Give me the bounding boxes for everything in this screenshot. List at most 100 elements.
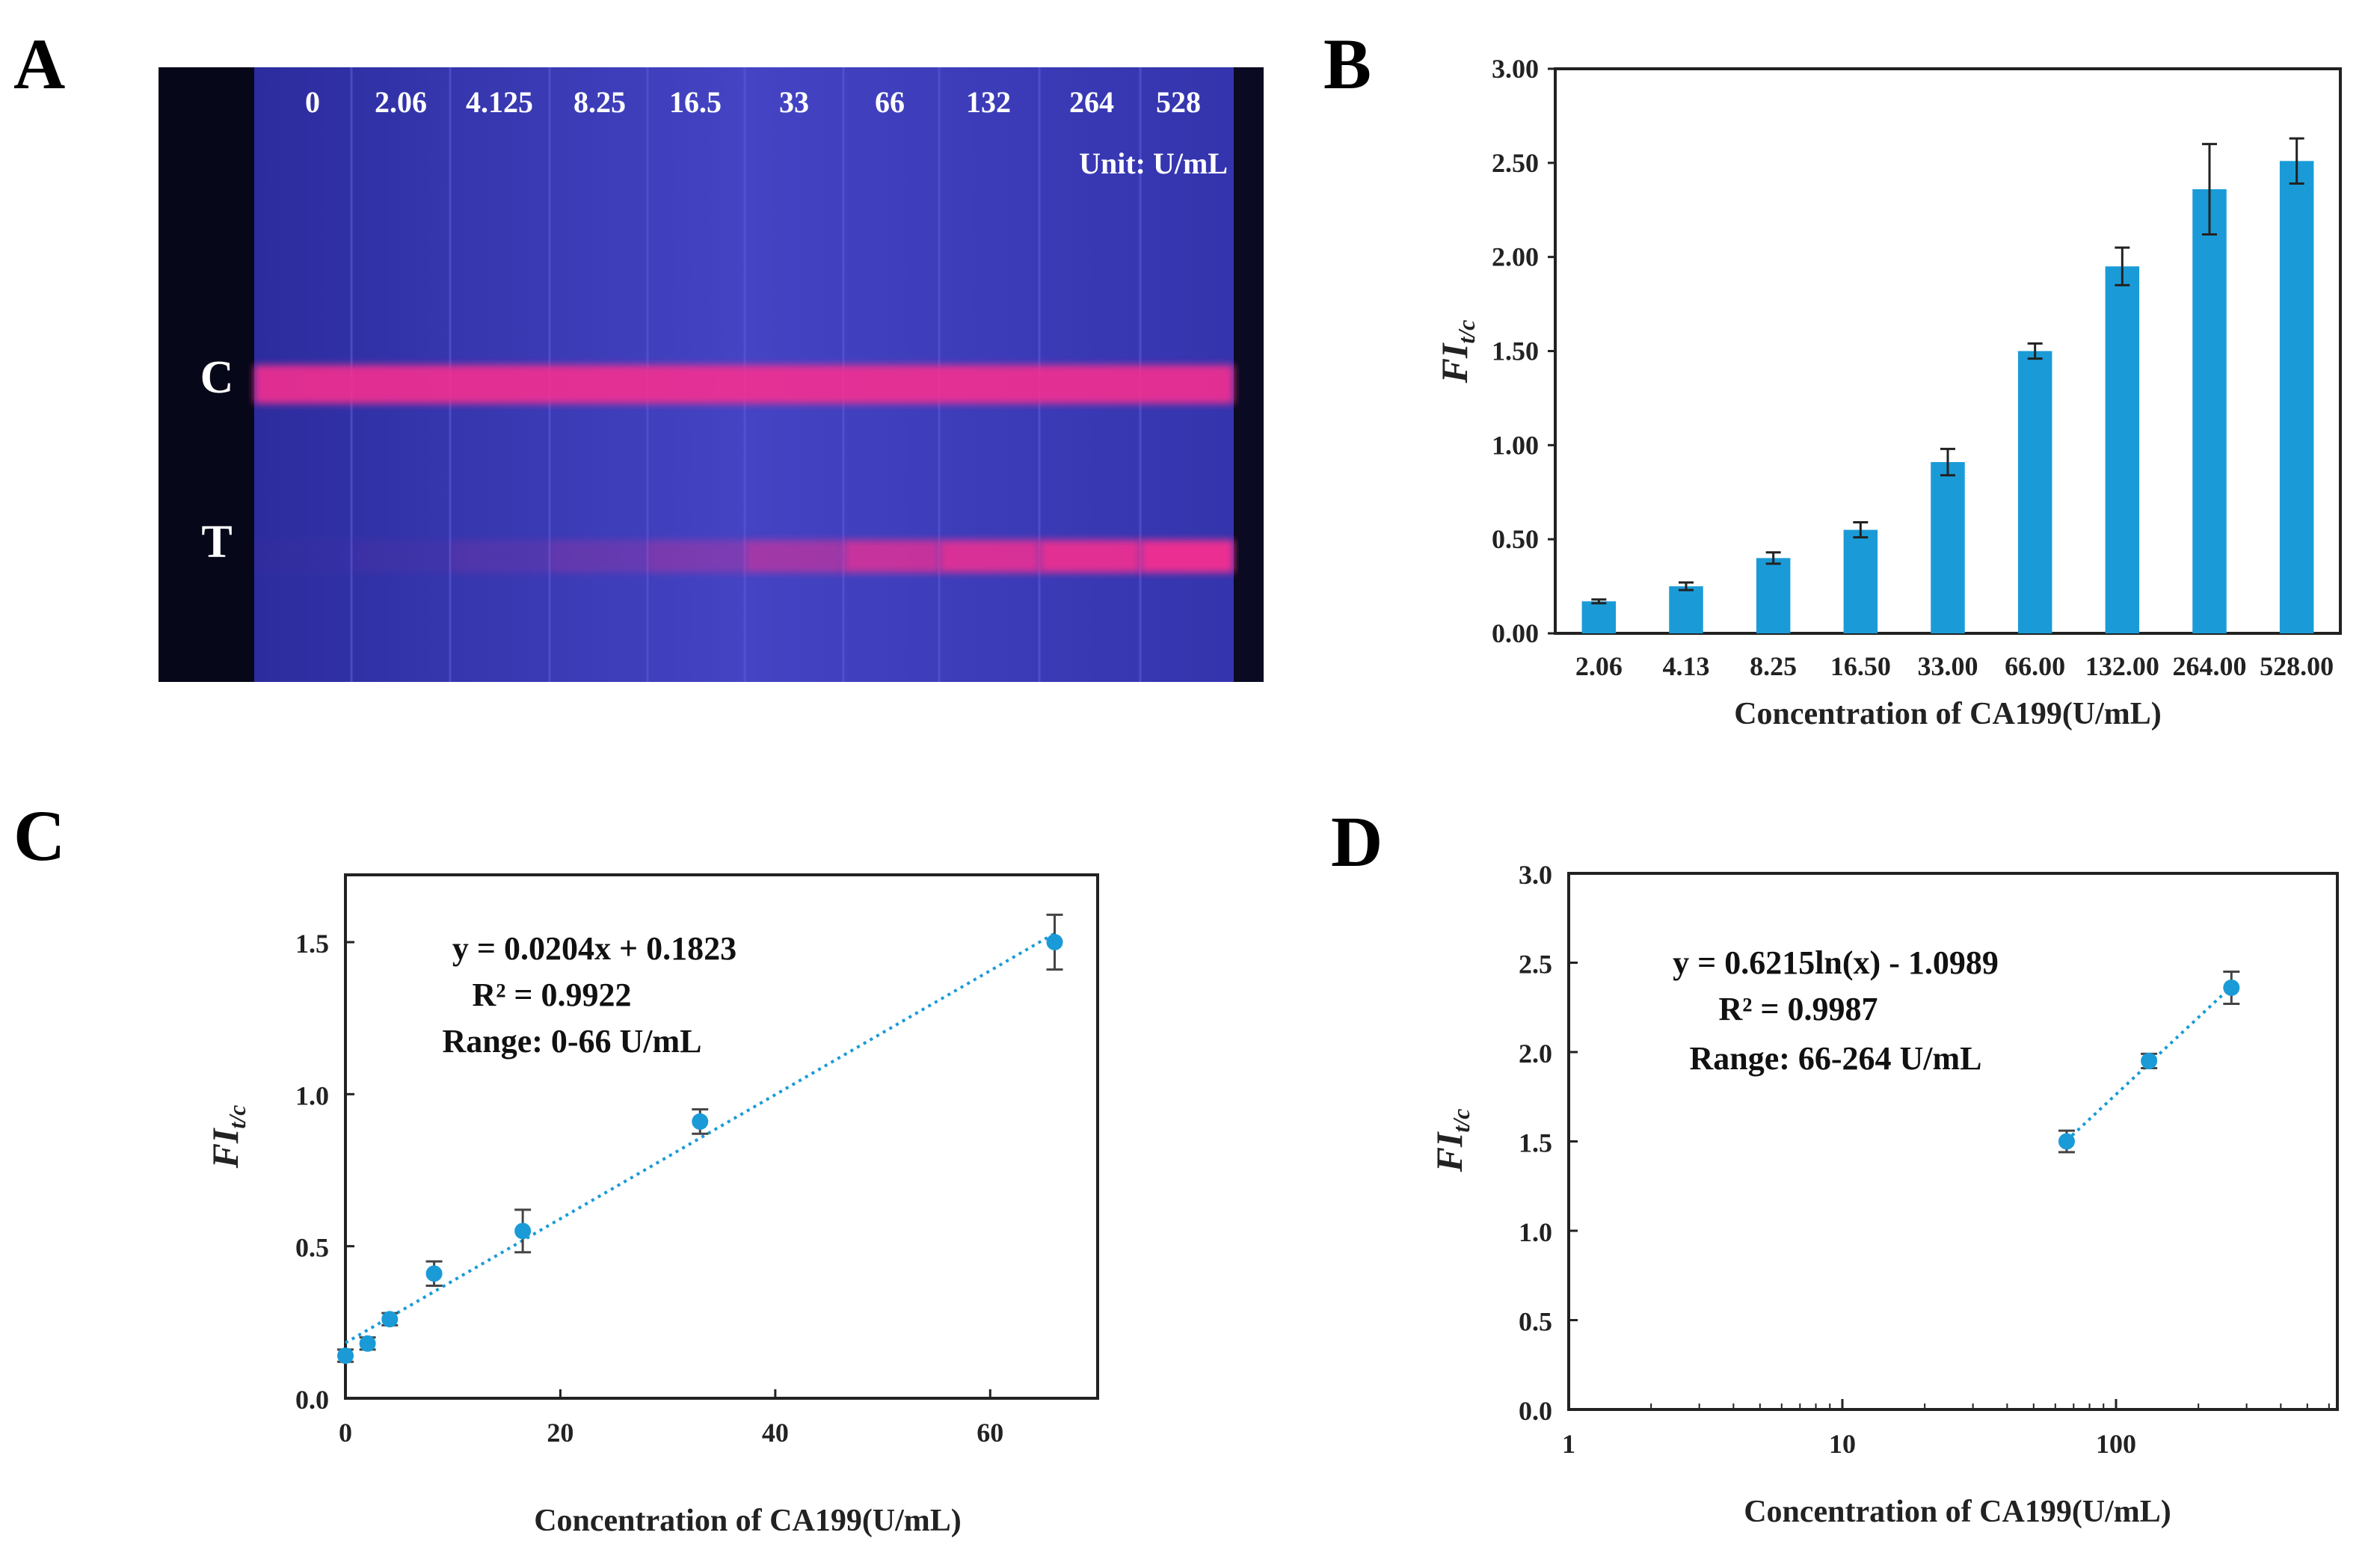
chart-c-point <box>381 1311 399 1328</box>
chart-c-y-tick-label: 1.5 <box>295 929 329 959</box>
chart-b-x-tick-label: 4.13 <box>1663 651 1710 681</box>
panel-label-a: A <box>13 24 65 104</box>
strip-concentration-label: 132 <box>966 85 1011 119</box>
chart-b-bars <box>1581 137 2314 634</box>
chart-d-x-ticks: 1 10 100 <box>1562 1399 2330 1459</box>
test-band-segment <box>550 540 648 573</box>
chart-c-frame <box>344 873 1099 1400</box>
strip-concentration-label: 528 <box>1156 85 1201 119</box>
strip-concentration-label: 2.06 <box>375 85 427 119</box>
chart-b-x-axis-label: Concentration of CA199(U/mL) <box>1734 697 2162 731</box>
chart-c-trendline <box>345 932 1056 1344</box>
chart-b-bar <box>2105 266 2140 633</box>
chart-c-r-squared: R² = 0.9922 <box>472 977 631 1013</box>
strip-right-edge <box>1234 67 1264 682</box>
chart-c-y-tick-label: 0.0 <box>295 1385 329 1415</box>
chart-d-x-tick-label: 100 <box>2096 1429 2136 1459</box>
test-band-segment <box>745 540 843 573</box>
chart-c: 0.0 0.5 1.0 1.5 0 20 40 60 y = 0.0204x + 0.182… <box>204 873 1099 1538</box>
panel-label-d: D <box>1331 802 1383 882</box>
chart-d-y-tick-label: 0.0 <box>1519 1396 1552 1426</box>
chart-c-y-tick-label: 0.5 <box>295 1233 329 1263</box>
strip-concentration-label: 8.25 <box>573 85 626 119</box>
chart-b-x-tick-label: 33.00 <box>1918 651 1978 681</box>
chart-d-y-axis-label: FIt/c <box>1428 1109 1474 1173</box>
chart-c-point <box>337 1347 354 1365</box>
test-line-label: T <box>201 517 232 568</box>
chart-b-y-tick-label: 2.00 <box>1492 242 1539 272</box>
chart-b-y-axis-label: FIt/c <box>1433 320 1480 384</box>
strip-unit-label: Unit: U/mL <box>1079 147 1228 180</box>
test-band-segment <box>939 540 1039 573</box>
chart-b-bar <box>2192 189 2227 634</box>
chart-d-point <box>2223 979 2240 996</box>
chart-b-bar <box>1581 601 1617 633</box>
chart-c-ylabel-sub: t/c <box>224 1105 250 1129</box>
chart-b-y-tick-label: 0.00 <box>1492 618 1539 648</box>
strip-concentration-label: 66 <box>875 85 905 119</box>
chart-d-point <box>2058 1133 2075 1150</box>
chart-d-y-tick-label: 3.0 <box>1519 860 1552 890</box>
chart-d-point <box>2141 1052 2158 1069</box>
chart-c-y-tick-label: 1.0 <box>295 1080 329 1110</box>
chart-b-y-tick-label: 1.00 <box>1492 430 1539 460</box>
chart-b-x-tick-label: 264.00 <box>2173 651 2247 681</box>
chart-d-ylabel-main: FI <box>1428 1131 1470 1172</box>
chart-c-equation: y = 0.0204x + 0.1823 <box>452 930 736 967</box>
control-band <box>254 365 1234 404</box>
chart-c-point <box>1046 934 1063 950</box>
chart-b: 0.00 0.50 1.00 1.50 2.00 2.50 3.00 2.06 4.13 8.2… <box>1433 54 2342 731</box>
chart-b-bar <box>1669 586 1703 633</box>
chart-d-x-tick-label: 10 <box>1829 1429 1856 1459</box>
test-band-segment <box>351 540 450 573</box>
test-band-segment <box>450 540 550 573</box>
chart-b-x-tick-label: 132.00 <box>2085 651 2159 681</box>
chart-c-point <box>425 1265 443 1282</box>
chart-d-x-axis-label: Concentration of CA199(U/mL) <box>1744 1495 2171 1529</box>
chart-c-x-ticks: 0 20 40 60 <box>339 1389 1003 1448</box>
chart-b-ylabel-main: FI <box>1433 342 1475 384</box>
chart-b-x-tick-label: 8.25 <box>1750 651 1797 681</box>
chart-d-y-tick-label: 1.0 <box>1519 1217 1552 1247</box>
chart-c-x-tick-label: 40 <box>762 1418 789 1448</box>
chart-d-range: Range: 66-264 U/mL <box>1689 1040 1981 1077</box>
chart-b-bar <box>1931 461 1965 633</box>
chart-b-x-tick-label: 16.50 <box>1830 651 1891 681</box>
chart-d-points <box>2058 970 2240 1154</box>
chart-b-y-ticks: 0.00 0.50 1.00 1.50 2.00 2.50 3.00 <box>1492 54 1555 648</box>
chart-d-y-tick-label: 1.5 <box>1519 1128 1552 1158</box>
test-band-segment <box>843 540 939 573</box>
strip-photo: 0 2.06 4.125 8.25 16.5 33 66 132 264 528 Unit: U/… <box>159 67 1264 682</box>
chart-b-bar <box>2017 351 2052 633</box>
chart-d-y-ticks: 0.0 0.5 1.0 1.5 2.0 2.5 3.0 <box>1519 860 1578 1426</box>
test-band-segment <box>254 540 351 573</box>
chart-c-x-tick-label: 0 <box>339 1418 352 1448</box>
strip-concentration-label: 33 <box>779 85 809 119</box>
chart-b-y-tick-label: 0.50 <box>1492 524 1539 554</box>
chart-d-y-tick-label: 0.5 <box>1519 1307 1552 1337</box>
chart-d-ylabel-sub: t/c <box>1448 1109 1474 1133</box>
strip-concentration-label: 264 <box>1069 85 1114 119</box>
chart-d-y-tick-label: 2.5 <box>1519 950 1552 980</box>
test-bands <box>254 540 1234 573</box>
strip-concentration-labels: 0 2.06 4.125 8.25 16.5 33 66 132 264 528 <box>305 85 1201 119</box>
chart-b-bar <box>1843 529 1878 633</box>
chart-b-bar <box>1756 558 1791 633</box>
chart-b-y-tick-label: 2.50 <box>1492 148 1539 178</box>
chart-c-fit <box>345 932 1056 1344</box>
strip-concentration-label: 0 <box>305 85 320 119</box>
chart-b-x-tick-label: 528.00 <box>2260 651 2334 681</box>
chart-b-x-tick-label: 2.06 <box>1575 651 1623 681</box>
strip-concentration-label: 16.5 <box>669 85 722 119</box>
chart-d-x-tick-label: 1 <box>1562 1429 1575 1459</box>
chart-c-x-axis-label: Concentration of CA199(U/mL) <box>534 1504 962 1538</box>
chart-c-x-tick-label: 20 <box>547 1418 573 1448</box>
chart-d-r-squared: R² = 0.9987 <box>1718 991 1878 1027</box>
chart-c-point <box>514 1223 532 1240</box>
chart-b-x-tick-label: 66.00 <box>2005 651 2065 681</box>
chart-d: 0.0 0.5 1.0 1.5 2.0 2.5 3.0 1 10 100 y = 0.6215l… <box>1428 860 2339 1529</box>
chart-d-equation: y = 0.6215ln(x) - 1.0989 <box>1673 944 1999 981</box>
chart-c-y-ticks: 0.0 0.5 1.0 1.5 <box>295 929 354 1415</box>
